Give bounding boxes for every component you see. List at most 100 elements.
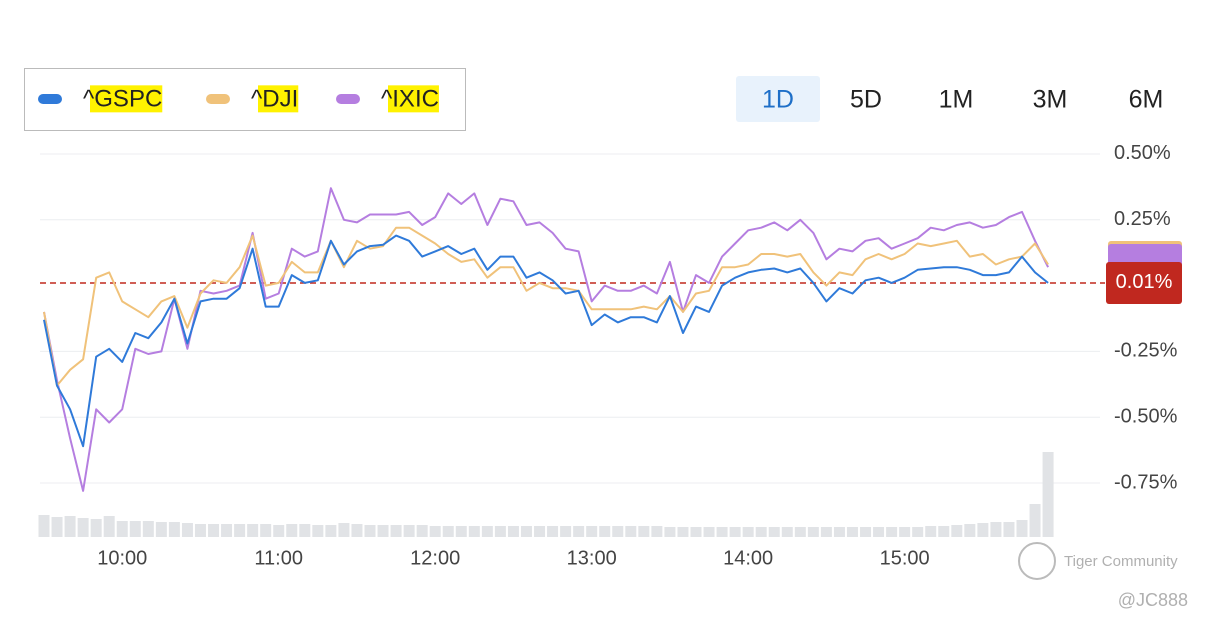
legend: ^GSPC ^DJI ^IXIC [38, 85, 439, 113]
volume-bar [247, 524, 259, 537]
volume-bar [846, 527, 858, 537]
volume-bar [181, 523, 193, 537]
volume-bar [990, 522, 1002, 537]
volume-bar [912, 527, 924, 537]
volume-bar [38, 515, 50, 537]
volume-bar [286, 524, 298, 537]
series-line [43, 187, 1049, 492]
volume-bar [807, 527, 819, 537]
volume-bar [534, 526, 546, 537]
volume-bar [90, 519, 102, 537]
volume-bar [547, 526, 559, 537]
x-tick-label: 10:00 [97, 547, 147, 569]
range-button[interactable]: 3M [1033, 86, 1068, 114]
volume-bar [77, 518, 89, 537]
watermark-handle: @JC888 [1118, 590, 1188, 610]
range-button[interactable]: 6M [1129, 86, 1164, 114]
volume-bar [520, 526, 532, 537]
legend-label: ^IXIC [381, 85, 439, 112]
legend-label: ^DJI [251, 85, 298, 112]
volume-bar [964, 524, 976, 537]
x-tick-label: 12:00 [410, 547, 460, 569]
range-button[interactable]: 1M [939, 86, 974, 114]
volume-bar [742, 527, 754, 537]
volume-bar [768, 527, 780, 537]
y-tick-label: -0.50% [1114, 405, 1178, 427]
volume-bar [403, 525, 415, 537]
volume-bar [1016, 520, 1028, 537]
volume-bar [208, 524, 220, 537]
range-button-bg[interactable] [736, 76, 820, 122]
volume-bar [664, 527, 676, 537]
volume-bar [103, 516, 115, 537]
volume-bar [338, 523, 350, 537]
volume-bar [1003, 522, 1015, 537]
volume-bar [690, 527, 702, 537]
volume-bar [612, 526, 624, 537]
y-tick-label: -0.75% [1114, 471, 1178, 493]
volume-bar [455, 526, 467, 537]
x-tick-label: 14:00 [723, 547, 773, 569]
x-tick-label: 13:00 [567, 547, 617, 569]
range-button[interactable]: 5D [850, 86, 882, 114]
watermark-logo [1018, 542, 1056, 580]
volume-bar [755, 527, 767, 537]
y-tick-label: 0.25% [1114, 208, 1171, 230]
volume-bar [221, 524, 233, 537]
volume-bar [716, 527, 728, 537]
volume-bar [729, 527, 741, 537]
volume-bar [925, 526, 937, 537]
volume-bar [442, 526, 454, 537]
legend-swatch [206, 94, 230, 104]
volume-bar [886, 527, 898, 537]
watermark-text: Tiger Community [1064, 553, 1178, 570]
legend-label: ^GSPC [83, 85, 162, 112]
volume-bar [299, 524, 311, 537]
volume-bar [168, 522, 180, 537]
volume-bar [416, 525, 428, 537]
volume-bar [938, 526, 950, 537]
volume-bar [873, 527, 885, 537]
legend-highlight [90, 85, 163, 113]
volume-bar [820, 527, 832, 537]
volume-bar [977, 523, 989, 537]
volume-bar [586, 526, 598, 537]
volume-bar [468, 526, 480, 537]
legend-highlight [258, 85, 299, 113]
volume-bar [794, 527, 806, 537]
volume-bar [951, 525, 963, 537]
volume-bar [625, 526, 637, 537]
volume-bar [1029, 504, 1041, 537]
y-tick-label: 0.50% [1114, 142, 1171, 164]
volume-bar [364, 525, 376, 537]
volume-bar [129, 521, 141, 537]
legend-highlight [388, 85, 439, 113]
volume-bar [781, 527, 793, 537]
volume-bar [1042, 452, 1054, 537]
volume-bar [560, 526, 572, 537]
series-line [43, 234, 1049, 448]
volume-bar [325, 525, 337, 537]
volume-bar [860, 527, 872, 537]
y-tick-label: -0.25% [1114, 340, 1178, 362]
reference-badge [1106, 261, 1182, 304]
legend-swatch [38, 94, 62, 104]
volume-bar [260, 524, 272, 537]
volume-bar [899, 527, 911, 537]
volume-bar [142, 521, 154, 537]
volume-bar [273, 525, 285, 537]
volume-bar [638, 526, 650, 537]
volume-bar [390, 525, 402, 537]
range-button[interactable]: 1D [762, 86, 794, 114]
volume-bar [833, 527, 845, 537]
reference-label: 0.01% [1116, 271, 1173, 293]
watermark: Tiger Community @JC888 [1018, 542, 1188, 610]
x-tick-label: 15:00 [880, 547, 930, 569]
volume-bar [64, 516, 76, 537]
series-line [43, 226, 1049, 387]
volume-bar [51, 517, 63, 537]
volume-bar [507, 526, 519, 537]
volume-bar [481, 526, 493, 537]
volume-bar [116, 521, 128, 537]
